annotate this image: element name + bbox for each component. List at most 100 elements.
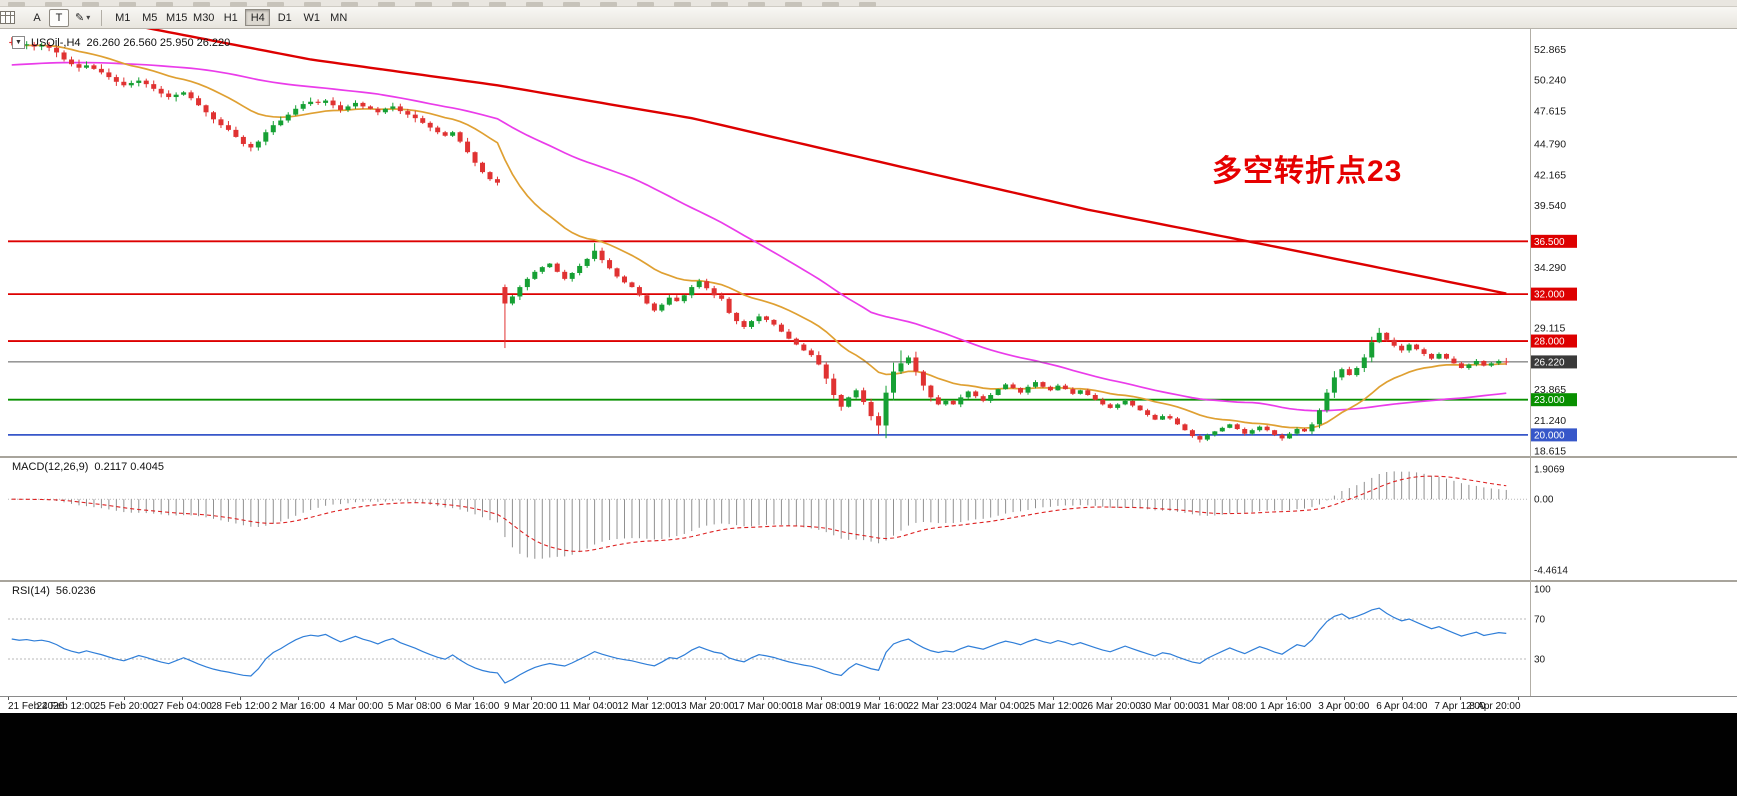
time-axis-tick — [1518, 697, 1519, 700]
svg-text:36.500: 36.500 — [1534, 237, 1565, 248]
clipped-icon — [452, 2, 469, 7]
draw-tool-button[interactable]: ✎ ▾ — [71, 9, 94, 27]
clipped-icon — [304, 2, 321, 7]
time-axis-label: 8 Apr 20:00 — [1469, 701, 1521, 712]
timeframe-m30-button[interactable]: M30 — [191, 9, 216, 26]
panel-splitter-macd[interactable] — [0, 456, 1737, 458]
timeframe-d1-button[interactable]: D1 — [272, 9, 297, 26]
svg-text:26.220: 26.220 — [1534, 357, 1565, 368]
clipped-icon — [489, 2, 506, 7]
time-axis-label: 9 Mar 20:00 — [504, 701, 558, 712]
fast-ma-line — [11, 44, 1507, 429]
time-axis-label: 19 Mar 16:00 — [849, 701, 909, 712]
time-axis-tick — [879, 697, 881, 700]
time-axis-label: 25 Feb 20:00 — [94, 701, 154, 712]
svg-text:-4.4614: -4.4614 — [1534, 565, 1568, 576]
svg-text:23.000: 23.000 — [1534, 395, 1565, 406]
timeframe-mn-button[interactable]: MN — [326, 9, 351, 26]
time-axis-label: 12 Mar 12:00 — [617, 701, 677, 712]
axis-separator-line — [1530, 29, 1531, 713]
price-axis[interactable]: 52.865 50.240 47.615 44.790 42.165 39.540 34.2… — [1531, 44, 1577, 456]
caret-down-icon: ▾ — [86, 13, 91, 22]
candlestick-series — [9, 37, 1509, 443]
time-axis-tick — [298, 697, 300, 700]
svg-text:28.000: 28.000 — [1534, 337, 1565, 348]
svg-text:100: 100 — [1534, 585, 1551, 596]
axis-price-tag: 32.000 — [1531, 287, 1577, 301]
macd-signal-line — [11, 475, 1507, 552]
timeframe-w1-button[interactable]: W1 — [299, 9, 324, 26]
clipped-icon — [563, 2, 580, 7]
time-axis-label: 2 Mar 16:00 — [271, 701, 326, 712]
time-axis-label: 24 Mar 04:00 — [965, 701, 1025, 712]
time-axis-label: 28 Feb 12:00 — [210, 701, 270, 712]
svg-text:39.540: 39.540 — [1534, 200, 1566, 212]
clipped-icon — [711, 2, 728, 7]
time-axis-tick — [472, 697, 474, 700]
clipped-icon — [526, 2, 543, 7]
clipped-icon — [230, 2, 247, 7]
time-axis[interactable]: 21 Feb 2020 24 Feb 12:00 25 Feb 20:00 27 Fe… — [0, 696, 1737, 713]
timeframe-m15-button[interactable]: M15 — [164, 9, 189, 26]
chart-annotation-text[interactable]: 多空转折点23 — [1212, 155, 1403, 188]
time-axis-tick — [646, 697, 648, 700]
text-tool-button[interactable]: T — [49, 8, 69, 27]
macd-name: MACD(12,26,9) — [12, 461, 89, 473]
rsi-axis[interactable]: 100 70 30 — [1534, 585, 1551, 666]
time-axis-tick — [182, 697, 184, 700]
timeframe-h4-button[interactable]: H4 — [245, 9, 271, 26]
clipped-icon — [415, 2, 432, 7]
clipped-icon — [859, 2, 876, 7]
time-axis-label: 6 Apr 04:00 — [1376, 701, 1428, 712]
clipped-icon — [785, 2, 802, 7]
axis-price-tag: 28.000 — [1531, 334, 1577, 348]
timeframe-m5-button[interactable]: M5 — [137, 9, 162, 26]
time-axis-label: 3 Apr 00:00 — [1318, 701, 1370, 712]
svg-text:1.9069: 1.9069 — [1534, 464, 1565, 475]
svg-text:23.865: 23.865 — [1534, 384, 1566, 396]
time-axis-label: 18 Mar 08:00 — [791, 701, 851, 712]
time-axis-tick — [8, 697, 9, 700]
svg-text:42.165: 42.165 — [1534, 169, 1566, 181]
time-axis-tick — [704, 697, 706, 700]
time-axis-tick — [66, 697, 68, 700]
grid-tool-button[interactable] — [0, 9, 25, 27]
clipped-icon — [822, 2, 839, 7]
time-axis-label: 21 Feb 2020 — [8, 701, 65, 712]
clipped-icon — [193, 2, 210, 7]
rsi-value: 56.0236 — [55, 585, 96, 597]
timeframe-h1-button[interactable]: H1 — [218, 9, 243, 26]
macd-axis[interactable]: 1.9069 0.00 -4.4614 — [1534, 464, 1568, 576]
time-axis-tick — [937, 697, 939, 700]
time-axis-tick — [530, 697, 532, 700]
svg-text:44.790: 44.790 — [1534, 139, 1566, 151]
cursor-a-button[interactable]: A — [27, 9, 47, 27]
timeframe-m1-button[interactable]: M1 — [110, 9, 135, 26]
macd-panel-canvas[interactable]: 1.9069 0.00 -4.4614 — [0, 458, 1737, 580]
svg-text:34.290: 34.290 — [1534, 262, 1566, 274]
rsi-panel-canvas[interactable]: 100 70 30 — [0, 582, 1737, 696]
clipped-upper-toolbar — [0, 0, 1737, 7]
clipped-icon — [45, 2, 62, 7]
time-axis-label: 1 Apr 16:00 — [1260, 701, 1312, 712]
time-axis-tick — [1459, 697, 1461, 700]
bottom-black-area — [0, 713, 1737, 796]
time-axis-tick — [1227, 697, 1229, 700]
panel-splitter-rsi[interactable] — [0, 580, 1737, 582]
axis-price-tag: 20.000 — [1531, 428, 1577, 442]
svg-text:29.115: 29.115 — [1534, 322, 1565, 334]
main-chart-canvas[interactable]: 52.865 50.240 47.615 44.790 42.165 39.540 34.2… — [0, 29, 1737, 456]
clipped-icon — [341, 2, 358, 7]
symbol-info: ▼ USOil-,H4 26.260 26.560 25.950 26.220 — [12, 36, 230, 49]
clipped-icon — [674, 2, 691, 7]
time-axis-tick — [763, 697, 764, 700]
svg-text:21.240: 21.240 — [1534, 415, 1566, 427]
symbol-dropdown-icon[interactable]: ▼ — [12, 36, 25, 49]
time-axis-tick — [1401, 697, 1403, 700]
time-axis-tick — [995, 697, 997, 700]
time-axis-label: 6 Mar 16:00 — [445, 701, 500, 712]
time-axis-tick — [588, 697, 590, 700]
clipped-icon — [267, 2, 284, 7]
time-axis-label: 17 Mar 00:00 — [733, 701, 793, 712]
